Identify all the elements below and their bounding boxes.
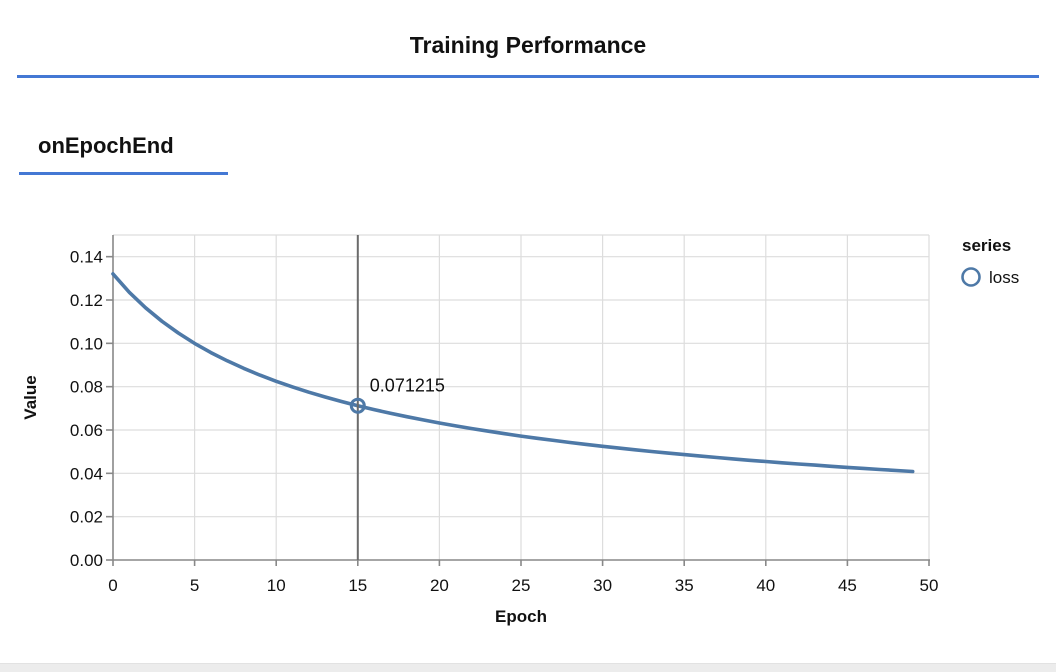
surface-title-underline [19, 172, 228, 175]
surface-title: onEpochEnd [38, 133, 174, 158]
y-tick-label-0.10: 0.10 [70, 334, 103, 353]
loss-chart: 0 5 10 15 20 25 30 35 40 45 50 0.00 0.02 0.04 0.06 0.08… [0, 225, 1056, 635]
y-tick-label-0.02: 0.02 [70, 508, 103, 527]
y-axis-title: Value [21, 375, 40, 419]
loss-chart-svg: 0 5 10 15 20 25 30 35 40 45 50 0.00 0.02 0.04 0.06 0.08… [21, 234, 1019, 626]
y-tick-label-0.08: 0.08 [70, 378, 103, 397]
report-title-divider [17, 75, 1039, 78]
y-tick-label-0.14: 0.14 [70, 248, 103, 267]
legend-symbol-loss [961, 267, 981, 287]
highlight-point-marker [349, 397, 366, 414]
legend-title: series [962, 236, 1011, 255]
y-tick-label-0.06: 0.06 [70, 421, 103, 440]
x-tick-label-35: 35 [675, 576, 694, 595]
x-tick-label-10: 10 [267, 576, 286, 595]
x-axis-title: Epoch [495, 607, 547, 626]
x-tick-label-50: 50 [920, 576, 939, 595]
x-tick-label-45: 45 [838, 576, 857, 595]
report-title: Training Performance [409, 32, 647, 58]
x-tick-label-25: 25 [512, 576, 531, 595]
y-tick-label-0.04: 0.04 [70, 464, 103, 483]
x-tick-label-0: 0 [108, 576, 117, 595]
x-tick-label-20: 20 [430, 576, 449, 595]
y-tick-label-0.12: 0.12 [70, 291, 103, 310]
plot-area[interactable] [113, 235, 929, 560]
bottom-scrollbar-track[interactable] [0, 663, 1056, 672]
x-tick-label-5: 5 [190, 576, 199, 595]
x-tick-label-40: 40 [756, 576, 775, 595]
tooltip-value: 0.071215 [370, 376, 445, 396]
x-tick-label-15: 15 [348, 576, 367, 595]
x-tick-label-30: 30 [593, 576, 612, 595]
legend-label-loss: loss [989, 268, 1019, 287]
loss-line [111, 272, 915, 474]
y-tick-label-0.00: 0.00 [70, 551, 103, 570]
